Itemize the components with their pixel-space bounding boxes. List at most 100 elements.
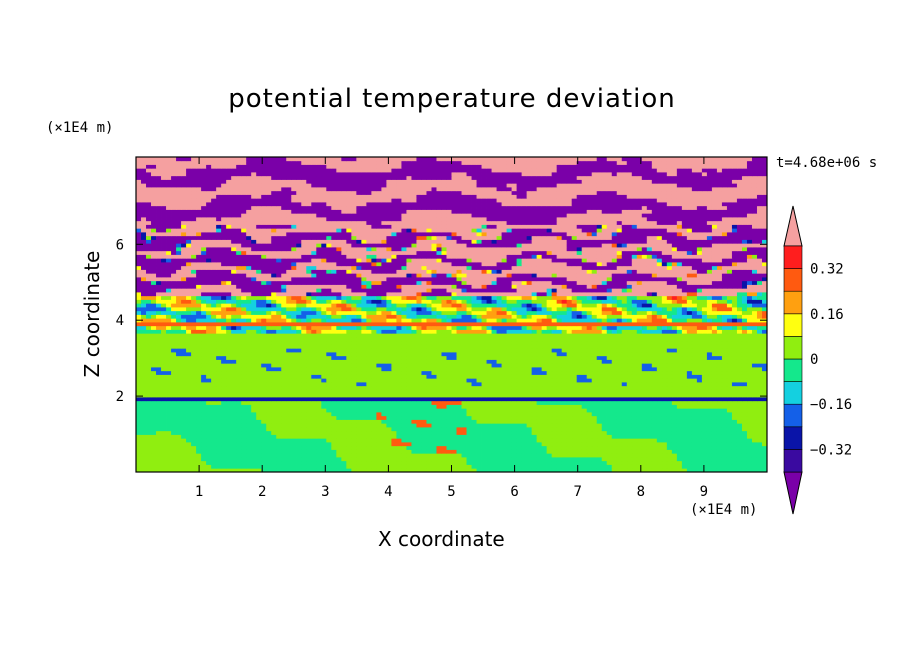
heatmap-cell xyxy=(606,367,613,372)
heatmap-cell xyxy=(581,355,588,360)
heatmap-cell xyxy=(676,453,683,458)
heatmap-cell xyxy=(461,370,467,375)
heatmap-cell xyxy=(281,400,287,405)
heatmap-cell xyxy=(686,329,693,334)
heatmap-cell xyxy=(206,464,212,469)
heatmap-cell xyxy=(391,337,397,342)
heatmap-cell xyxy=(416,453,422,458)
heatmap-cell xyxy=(741,393,748,398)
heatmap-cell xyxy=(551,442,558,447)
heatmap-cell xyxy=(691,449,698,454)
heatmap-cell xyxy=(221,434,227,439)
heatmap-cell xyxy=(756,453,763,458)
heatmap-cell xyxy=(296,412,302,417)
heatmap-cell xyxy=(641,400,648,405)
heatmap-cell xyxy=(636,385,643,390)
heatmap-cell xyxy=(506,438,512,443)
heatmap-cell xyxy=(346,449,352,454)
heatmap-cell xyxy=(611,400,618,405)
heatmap-cell xyxy=(736,427,743,432)
heatmap-cell xyxy=(326,460,332,465)
heatmap-cell xyxy=(561,374,568,379)
heatmap-cell xyxy=(291,449,297,454)
heatmap-cell xyxy=(251,460,257,465)
heatmap-cell xyxy=(701,434,708,439)
heatmap-cell xyxy=(386,408,392,413)
heatmap-cell xyxy=(576,363,583,368)
heatmap-cell xyxy=(501,464,507,469)
heatmap-cell xyxy=(241,325,247,330)
heatmap-cell xyxy=(751,374,758,379)
heatmap-cell xyxy=(366,457,372,462)
heatmap-cell xyxy=(756,408,763,413)
heatmap-cell xyxy=(251,449,257,454)
heatmap-cell xyxy=(321,382,327,387)
heatmap-cell xyxy=(731,329,738,334)
heatmap-cell xyxy=(496,355,502,360)
heatmap-cell xyxy=(761,337,768,342)
heatmap-cell xyxy=(611,397,618,402)
heatmap-cell xyxy=(356,359,362,364)
heatmap-cell xyxy=(151,442,157,447)
heatmap-cell xyxy=(441,393,447,398)
heatmap-cell xyxy=(326,397,332,402)
heatmap-cell xyxy=(596,468,603,473)
heatmap-cell xyxy=(331,329,337,334)
heatmap-cell xyxy=(376,352,382,357)
heatmap-cell xyxy=(151,400,157,405)
heatmap-cell xyxy=(556,438,563,443)
heatmap-cell xyxy=(726,385,733,390)
heatmap-cell xyxy=(196,400,202,405)
heatmap-cell xyxy=(491,337,497,342)
heatmap-cell xyxy=(621,333,628,338)
heatmap-cell xyxy=(516,348,523,353)
heatmap-cell xyxy=(551,378,558,383)
heatmap-cell xyxy=(496,434,502,439)
heatmap-cell xyxy=(666,434,673,439)
heatmap-cell xyxy=(226,438,232,443)
heatmap-cell xyxy=(736,415,743,420)
heatmap-cell xyxy=(261,322,267,327)
heatmap-cell xyxy=(356,363,362,368)
heatmap-cell xyxy=(481,367,487,372)
heatmap-cell xyxy=(716,449,723,454)
heatmap-cell xyxy=(141,430,147,435)
heatmap-cell xyxy=(751,408,758,413)
heatmap-cell xyxy=(326,363,332,368)
heatmap-cell xyxy=(271,322,277,327)
heatmap-cell xyxy=(576,397,583,402)
heatmap-cell xyxy=(556,449,563,454)
heatmap-cell xyxy=(416,415,422,420)
heatmap-cell xyxy=(631,453,638,458)
heatmap-cell xyxy=(266,427,272,432)
heatmap-cell xyxy=(431,404,437,409)
heatmap-cell xyxy=(741,400,748,405)
heatmap-cell xyxy=(651,340,658,345)
heatmap-cell xyxy=(641,397,648,402)
heatmap-cell xyxy=(461,404,467,409)
heatmap-cell xyxy=(191,415,197,420)
heatmap-cell xyxy=(556,434,563,439)
heatmap-cell xyxy=(531,340,538,345)
heatmap-cell xyxy=(756,412,763,417)
heatmap-cell xyxy=(316,344,322,349)
heatmap-cell xyxy=(206,378,212,383)
heatmap-cell xyxy=(711,419,718,424)
heatmap-cell xyxy=(411,367,417,372)
heatmap-cell xyxy=(346,382,352,387)
heatmap-cell xyxy=(401,412,407,417)
heatmap-cell xyxy=(466,453,472,458)
heatmap-cell xyxy=(141,397,147,402)
heatmap-cell xyxy=(171,385,177,390)
heatmap-cell xyxy=(466,430,472,435)
heatmap-cell xyxy=(511,438,518,443)
heatmap-cell xyxy=(721,355,728,360)
heatmap-cell xyxy=(636,344,643,349)
heatmap-cell xyxy=(716,464,723,469)
heatmap-cell xyxy=(356,445,362,450)
heatmap-cell xyxy=(541,352,548,357)
heatmap-cell xyxy=(341,367,347,372)
heatmap-cell xyxy=(556,385,563,390)
heatmap-cell xyxy=(451,445,457,450)
